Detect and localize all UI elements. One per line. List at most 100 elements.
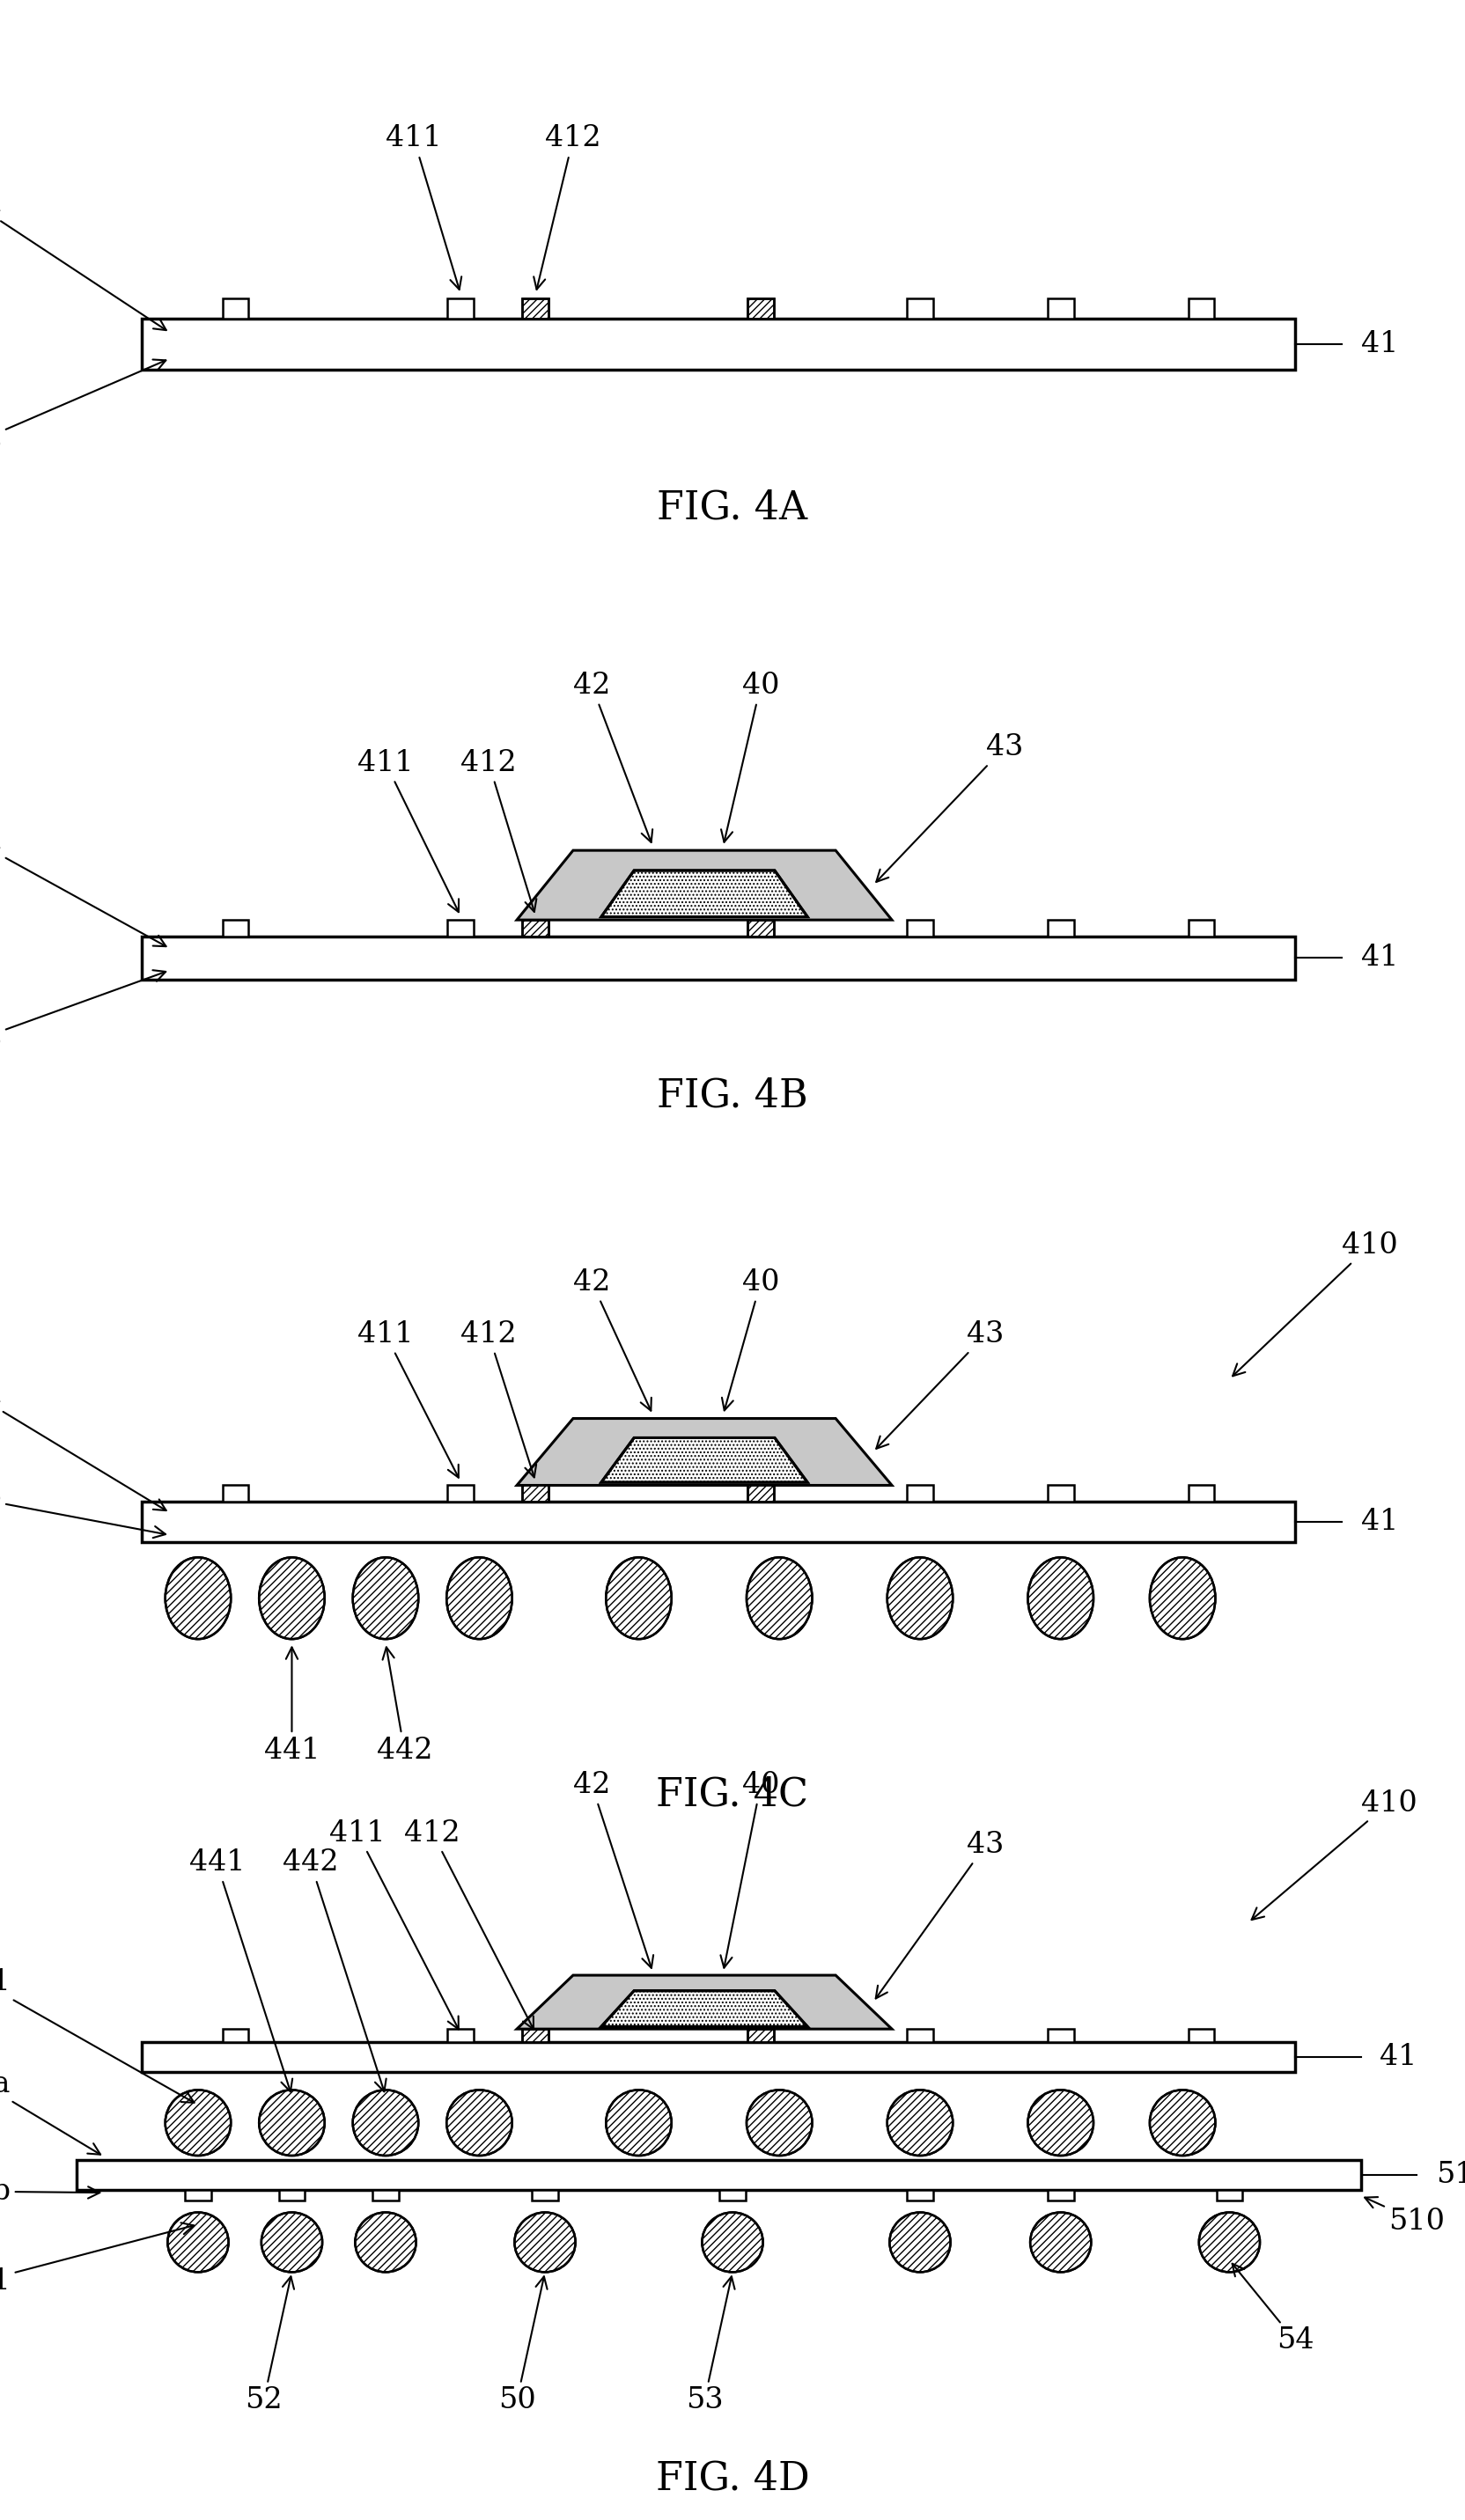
Text: 511: 511 xyxy=(0,2223,193,2296)
Bar xyxy=(1047,920,1074,937)
Text: 51: 51 xyxy=(1436,2160,1465,2190)
Bar xyxy=(907,2029,933,2041)
Ellipse shape xyxy=(702,2213,763,2273)
Bar xyxy=(747,920,774,937)
Text: 42: 42 xyxy=(573,673,652,842)
Bar xyxy=(223,1484,249,1502)
Ellipse shape xyxy=(889,2213,951,2273)
Bar xyxy=(76,2160,1361,2190)
Text: FIG. 4B: FIG. 4B xyxy=(656,1076,809,1114)
Bar xyxy=(523,2029,549,2041)
Polygon shape xyxy=(601,869,807,917)
Bar xyxy=(747,2029,774,2041)
Ellipse shape xyxy=(607,2089,671,2155)
Text: 43: 43 xyxy=(876,733,1023,882)
Text: 51a: 51a xyxy=(0,2069,101,2155)
Text: 410: 410 xyxy=(1251,1789,1417,1920)
Bar xyxy=(907,2190,933,2200)
Text: 54: 54 xyxy=(1232,2263,1314,2354)
Ellipse shape xyxy=(1198,2213,1260,2273)
Bar xyxy=(523,1484,549,1502)
Text: 40: 40 xyxy=(722,1268,779,1411)
Bar xyxy=(747,2029,774,2041)
Bar xyxy=(372,2190,398,2200)
Bar xyxy=(523,2029,549,2041)
Ellipse shape xyxy=(1030,2213,1091,2273)
Text: 441: 441 xyxy=(264,1648,319,1764)
Ellipse shape xyxy=(447,2089,513,2155)
Text: FIG. 4C: FIG. 4C xyxy=(656,1777,809,1814)
Text: FIG. 4D: FIG. 4D xyxy=(655,2460,810,2497)
Text: 442: 442 xyxy=(377,1648,432,1764)
Bar xyxy=(185,2190,211,2200)
Ellipse shape xyxy=(353,1557,419,1638)
Ellipse shape xyxy=(166,1557,231,1638)
Bar xyxy=(223,920,249,937)
Polygon shape xyxy=(517,849,892,920)
Text: 441: 441 xyxy=(189,1850,293,2092)
Text: 42: 42 xyxy=(573,1268,652,1411)
Ellipse shape xyxy=(166,2089,231,2155)
Text: 411: 411 xyxy=(357,1320,459,1477)
Text: 41a: 41a xyxy=(0,189,166,330)
Text: 50: 50 xyxy=(498,2276,548,2414)
Bar xyxy=(523,297,549,320)
Bar xyxy=(1188,297,1214,320)
Bar xyxy=(747,297,774,320)
Bar xyxy=(1047,297,1074,320)
Bar xyxy=(907,297,933,320)
Text: 511: 511 xyxy=(0,1968,195,2102)
Ellipse shape xyxy=(747,2089,812,2155)
Bar xyxy=(1047,2029,1074,2041)
Bar xyxy=(447,297,473,320)
Bar xyxy=(1188,1484,1214,1502)
Ellipse shape xyxy=(514,2213,576,2273)
Text: 41a: 41a xyxy=(0,827,166,948)
Polygon shape xyxy=(517,1419,892,1484)
Bar xyxy=(719,2190,746,2200)
Bar xyxy=(1188,2029,1214,2041)
Bar xyxy=(1047,1484,1074,1502)
Ellipse shape xyxy=(259,2089,325,2155)
Bar xyxy=(142,320,1295,370)
Bar xyxy=(523,920,549,937)
Text: 41b: 41b xyxy=(0,360,166,459)
Text: FIG. 4A: FIG. 4A xyxy=(658,489,807,527)
Bar xyxy=(447,920,473,937)
Polygon shape xyxy=(601,1439,807,1482)
Bar xyxy=(278,2190,305,2200)
Text: 442: 442 xyxy=(283,1850,387,2092)
Bar xyxy=(447,1484,473,1502)
Bar xyxy=(907,1484,933,1502)
Text: 412: 412 xyxy=(404,1819,533,2029)
Text: 41: 41 xyxy=(1361,330,1398,358)
Ellipse shape xyxy=(259,1557,325,1638)
Ellipse shape xyxy=(888,1557,952,1638)
Bar xyxy=(747,1484,774,1502)
Ellipse shape xyxy=(888,2089,952,2155)
Text: 41b: 41b xyxy=(0,1484,166,1537)
Text: 43: 43 xyxy=(876,1832,1005,1998)
Bar xyxy=(1047,2190,1074,2200)
Text: 411: 411 xyxy=(330,1819,459,2029)
Bar xyxy=(747,297,774,320)
Text: 510: 510 xyxy=(1365,2197,1444,2235)
Ellipse shape xyxy=(1028,2089,1093,2155)
Text: 53: 53 xyxy=(686,2276,735,2414)
Bar xyxy=(142,937,1295,980)
Text: 42: 42 xyxy=(573,1772,653,1968)
Ellipse shape xyxy=(261,2213,322,2273)
Text: 410: 410 xyxy=(1232,1232,1398,1376)
Bar xyxy=(447,2029,473,2041)
Text: 41: 41 xyxy=(1361,1507,1398,1535)
Bar xyxy=(523,920,549,937)
Bar xyxy=(907,920,933,937)
Bar xyxy=(223,2029,249,2041)
Ellipse shape xyxy=(353,2089,419,2155)
Ellipse shape xyxy=(607,1557,671,1638)
Bar xyxy=(1188,920,1214,937)
Bar xyxy=(747,1484,774,1502)
Ellipse shape xyxy=(1150,1557,1216,1638)
Text: 40: 40 xyxy=(721,1772,779,1968)
Text: 43: 43 xyxy=(876,1320,1005,1449)
